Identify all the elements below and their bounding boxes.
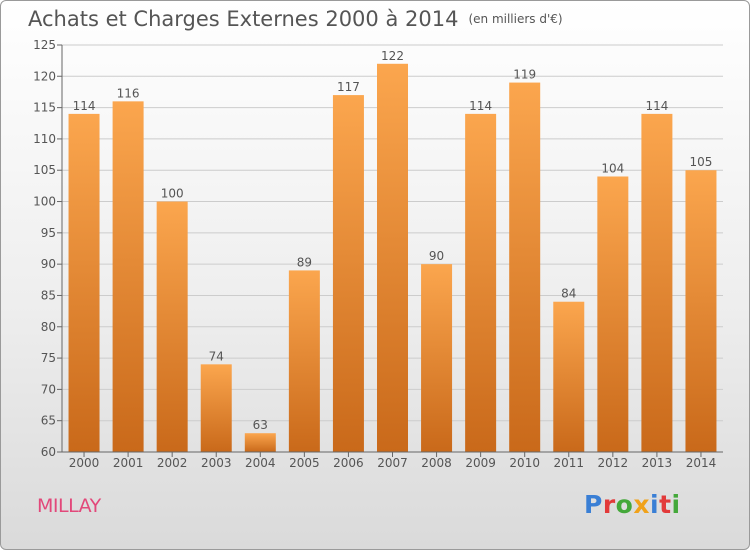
chart-title-text: Achats et Charges Externes 2000 à 2014 xyxy=(28,7,459,31)
bar xyxy=(332,95,364,452)
chart-unit: (en milliers d'€) xyxy=(468,12,563,26)
logo-letter: i xyxy=(671,490,681,519)
y-tick-label: 70 xyxy=(41,382,56,396)
x-tick-label: 2006 xyxy=(333,456,364,470)
y-tick-label: 105 xyxy=(33,163,56,177)
y-tick-label: 110 xyxy=(33,132,56,146)
bar xyxy=(641,113,673,452)
x-tick-label: 2008 xyxy=(421,456,452,470)
x-tick-label: 2009 xyxy=(465,456,496,470)
bar xyxy=(288,270,320,452)
x-tick-label: 2003 xyxy=(201,456,232,470)
value-label: 114 xyxy=(73,99,96,113)
x-tick-label: 2012 xyxy=(598,456,629,470)
y-tick-label: 65 xyxy=(41,414,56,428)
value-label: 63 xyxy=(253,418,268,432)
bar xyxy=(685,170,717,452)
logo-letter: x xyxy=(633,490,650,519)
bar xyxy=(377,63,408,453)
bar xyxy=(244,433,276,452)
value-label: 114 xyxy=(469,99,492,113)
value-label: 84 xyxy=(561,287,576,301)
bar xyxy=(421,264,453,452)
value-label: 104 xyxy=(601,161,624,175)
bar xyxy=(156,201,188,452)
chart-title: Achats et Charges Externes 2000 à 2014 (e… xyxy=(28,7,563,31)
x-tick-label: 2011 xyxy=(553,456,584,470)
x-tick-label: 2005 xyxy=(289,456,320,470)
y-tick-label: 125 xyxy=(33,38,56,52)
value-label: 114 xyxy=(645,99,668,113)
x-tick-label: 2014 xyxy=(686,456,717,470)
value-label: 119 xyxy=(513,68,536,82)
x-tick-label: 2010 xyxy=(509,456,540,470)
y-tick-label: 115 xyxy=(33,101,56,115)
value-label: 116 xyxy=(117,86,140,100)
bar xyxy=(68,113,100,452)
proxiti-logo: Proxiti xyxy=(584,490,681,519)
value-label: 100 xyxy=(161,187,184,201)
value-label: 117 xyxy=(337,80,360,94)
value-label: 90 xyxy=(429,249,444,263)
bar xyxy=(553,301,585,452)
value-label: 74 xyxy=(209,349,224,363)
y-tick-label: 120 xyxy=(33,69,56,83)
logo-letter: t xyxy=(659,490,672,519)
y-tick-label: 100 xyxy=(33,195,56,209)
bar xyxy=(112,101,144,452)
y-tick-label: 85 xyxy=(41,288,56,302)
x-tick-label: 2001 xyxy=(113,456,144,470)
y-tick-label: 75 xyxy=(41,351,56,365)
bars: 114 116 100 74 63 89 117 122 90 114 119 84 104 114 105 xyxy=(68,49,717,453)
x-tick-label: 2002 xyxy=(157,456,188,470)
y-tick-label: 95 xyxy=(41,226,56,240)
y-tick-label: 80 xyxy=(41,320,56,334)
logo-letter: r xyxy=(602,490,616,519)
logo-letter: P xyxy=(584,490,603,519)
value-label: 89 xyxy=(297,255,312,269)
value-label: 122 xyxy=(381,49,404,63)
axes: 60 65 70 75 80 85 90 95 100 105 110 115 120 125 2000 20… xyxy=(33,38,723,470)
x-tick-label: 2007 xyxy=(377,456,408,470)
y-tick-label: 60 xyxy=(41,445,56,459)
bar xyxy=(597,176,629,452)
x-tick-label: 2000 xyxy=(69,456,100,470)
x-tick-label: 2004 xyxy=(245,456,276,470)
bar xyxy=(465,113,497,452)
logo-letter: i xyxy=(650,490,660,519)
bar xyxy=(200,364,232,452)
logo-letter: o xyxy=(615,490,634,519)
value-label: 105 xyxy=(690,155,713,169)
x-tick-label: 2013 xyxy=(642,456,673,470)
bar xyxy=(509,82,541,453)
commune-name: MILLAY xyxy=(37,495,101,517)
y-tick-label: 90 xyxy=(41,257,56,271)
